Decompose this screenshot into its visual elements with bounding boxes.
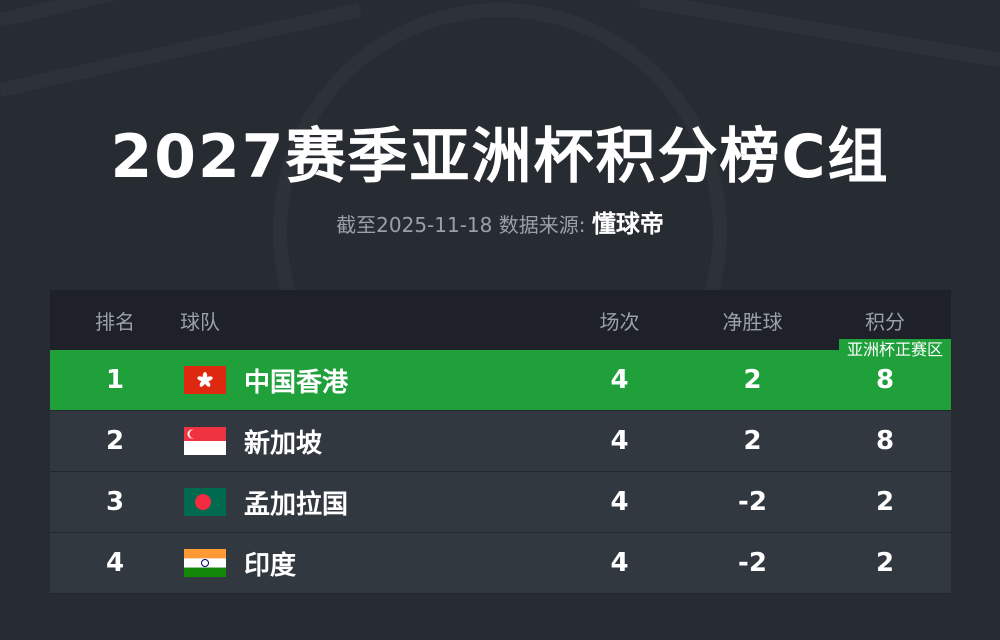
goal-difference: 2 [743, 365, 762, 395]
standings-table: 排名 球队 场次 净胜球 积分 亚洲杯正赛区 1 中国香港 4 2 8 2 新加… [50, 290, 951, 594]
rank: 4 [105, 548, 125, 578]
rank: 2 [105, 426, 125, 456]
table-row: 4 印度 4 -2 2 [50, 533, 951, 594]
table-row: 2 新加坡 4 2 8 [50, 411, 951, 472]
played: 4 [610, 548, 629, 578]
points: 8 [875, 365, 895, 395]
bangladesh-flag-icon [184, 488, 226, 516]
goal-difference: 2 [743, 426, 762, 456]
date-source-text: 截至2025-11-18 数据来源: [336, 213, 586, 237]
qualified-badge: 亚洲杯正赛区 [838, 339, 951, 361]
points: 8 [875, 426, 895, 456]
points: 2 [875, 548, 895, 578]
source-logo: 懂球帝 [591, 210, 664, 238]
page-title: 2027赛季亚洲杯积分榜C组 [110, 122, 890, 192]
table-header: 排名 球队 场次 净胜球 积分 [50, 290, 951, 350]
singapore-flag-icon [184, 427, 226, 455]
goal-difference: -2 [738, 548, 767, 578]
hong-kong-flag-icon [184, 366, 226, 394]
header-played: 场次 [599, 309, 640, 334]
table-row: 亚洲杯正赛区 1 中国香港 4 2 8 [50, 339, 951, 411]
played: 4 [610, 487, 629, 517]
header-team: 球队 [180, 309, 220, 334]
header-gd: 净胜球 [722, 309, 783, 334]
points: 2 [875, 487, 895, 517]
team-name: 孟加拉国 [244, 489, 349, 520]
header-points: 积分 [865, 309, 905, 334]
team-name: 新加坡 [244, 428, 323, 459]
subtitle: 截至2025-11-18 数据来源: 懂球帝 [0, 204, 1000, 239]
header-rank: 排名 [95, 309, 135, 334]
india-flag-icon [184, 549, 226, 577]
played: 4 [610, 426, 629, 456]
goal-difference: -2 [738, 487, 767, 517]
played: 4 [610, 365, 629, 395]
rank: 1 [105, 365, 125, 395]
team-name: 中国香港 [244, 367, 349, 398]
table-row: 3 孟加拉国 4 -2 2 [50, 472, 951, 533]
rank: 3 [105, 487, 125, 517]
team-name: 印度 [244, 550, 297, 581]
